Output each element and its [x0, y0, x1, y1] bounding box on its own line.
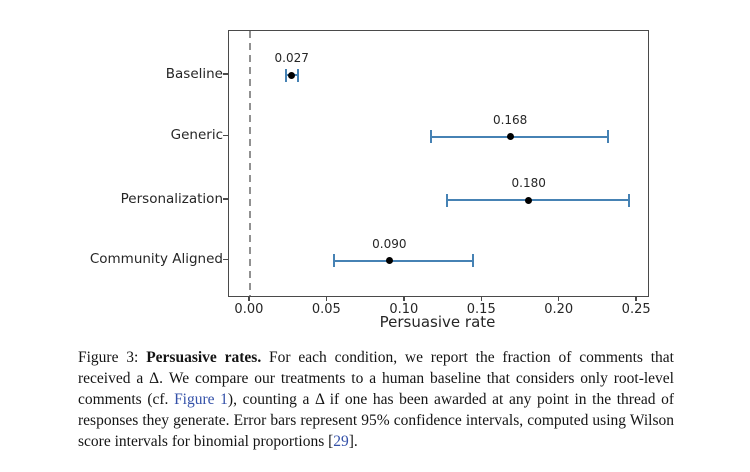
category-label: Generic [170, 127, 223, 143]
x-axis-tick-label: 0.10 [389, 302, 419, 317]
category-label: Baseline [165, 65, 223, 82]
zero-reference-line [248, 31, 251, 296]
x-axis-tick-label: 0.00 [234, 302, 264, 317]
y-axis-tick [223, 73, 228, 75]
data-point [288, 71, 296, 79]
caption-segment: Figure 3: [78, 349, 147, 366]
x-axis-tick [635, 296, 637, 302]
x-axis-tick [248, 296, 250, 302]
x-axis-tick [557, 296, 560, 302]
x-axis-tick [403, 296, 405, 302]
value-label: 0.168 [492, 112, 528, 127]
caption-segment: ), counting a Δ if one has been awarded … [78, 391, 675, 450]
caption-segment: ]. [348, 433, 358, 450]
persuasive-rate-chart: 0.027 0.168 0.180 0.090 Persuasive rate Bas… [89, 30, 651, 331]
data-point [506, 133, 514, 140]
caption-link[interactable]: Figure 1 [174, 391, 228, 408]
error-bar-cap [471, 254, 474, 267]
x-axis-tick [480, 296, 482, 302]
y-axis-tick [223, 198, 228, 200]
category-label: Community Aligned [89, 251, 223, 267]
x-axis-tick-label: 0.20 [544, 302, 574, 317]
x-axis-label: Persuasive rate [379, 313, 496, 331]
error-bar-cap [606, 130, 609, 143]
value-label: 0.027 [274, 51, 309, 65]
error-bar-cap [445, 193, 448, 207]
caption-link[interactable]: 29 [333, 433, 349, 450]
x-axis-tick [325, 296, 328, 302]
error-bar [446, 199, 630, 201]
x-axis-tick-label: 0.05 [311, 302, 341, 317]
error-bar-cap [296, 68, 299, 82]
error-bar-cap [332, 254, 335, 267]
value-label: 0.180 [511, 176, 546, 190]
value-label: 0.090 [372, 236, 407, 251]
plot-area: 0.027 0.168 0.180 0.090 [228, 30, 649, 297]
error-bar-cap [430, 130, 433, 143]
caption-segment: For each condition, we report the fracti… [78, 349, 674, 408]
data-point [525, 196, 533, 204]
error-bar-cap [628, 193, 631, 207]
y-axis-tick [223, 258, 228, 261]
x-axis-tick-label: 0.15 [466, 302, 496, 317]
data-point [385, 257, 393, 264]
x-axis-tick-label: 0.25 [621, 302, 651, 317]
figure-caption: Figure 3: Persuasive rates. For each con… [78, 347, 674, 452]
error-bar [333, 259, 473, 262]
error-bar [431, 135, 608, 138]
error-bar-cap [284, 68, 287, 82]
category-label: Personalization [120, 190, 223, 207]
y-axis-tick [223, 134, 228, 137]
caption-segment: Persuasive rates. [146, 349, 262, 366]
